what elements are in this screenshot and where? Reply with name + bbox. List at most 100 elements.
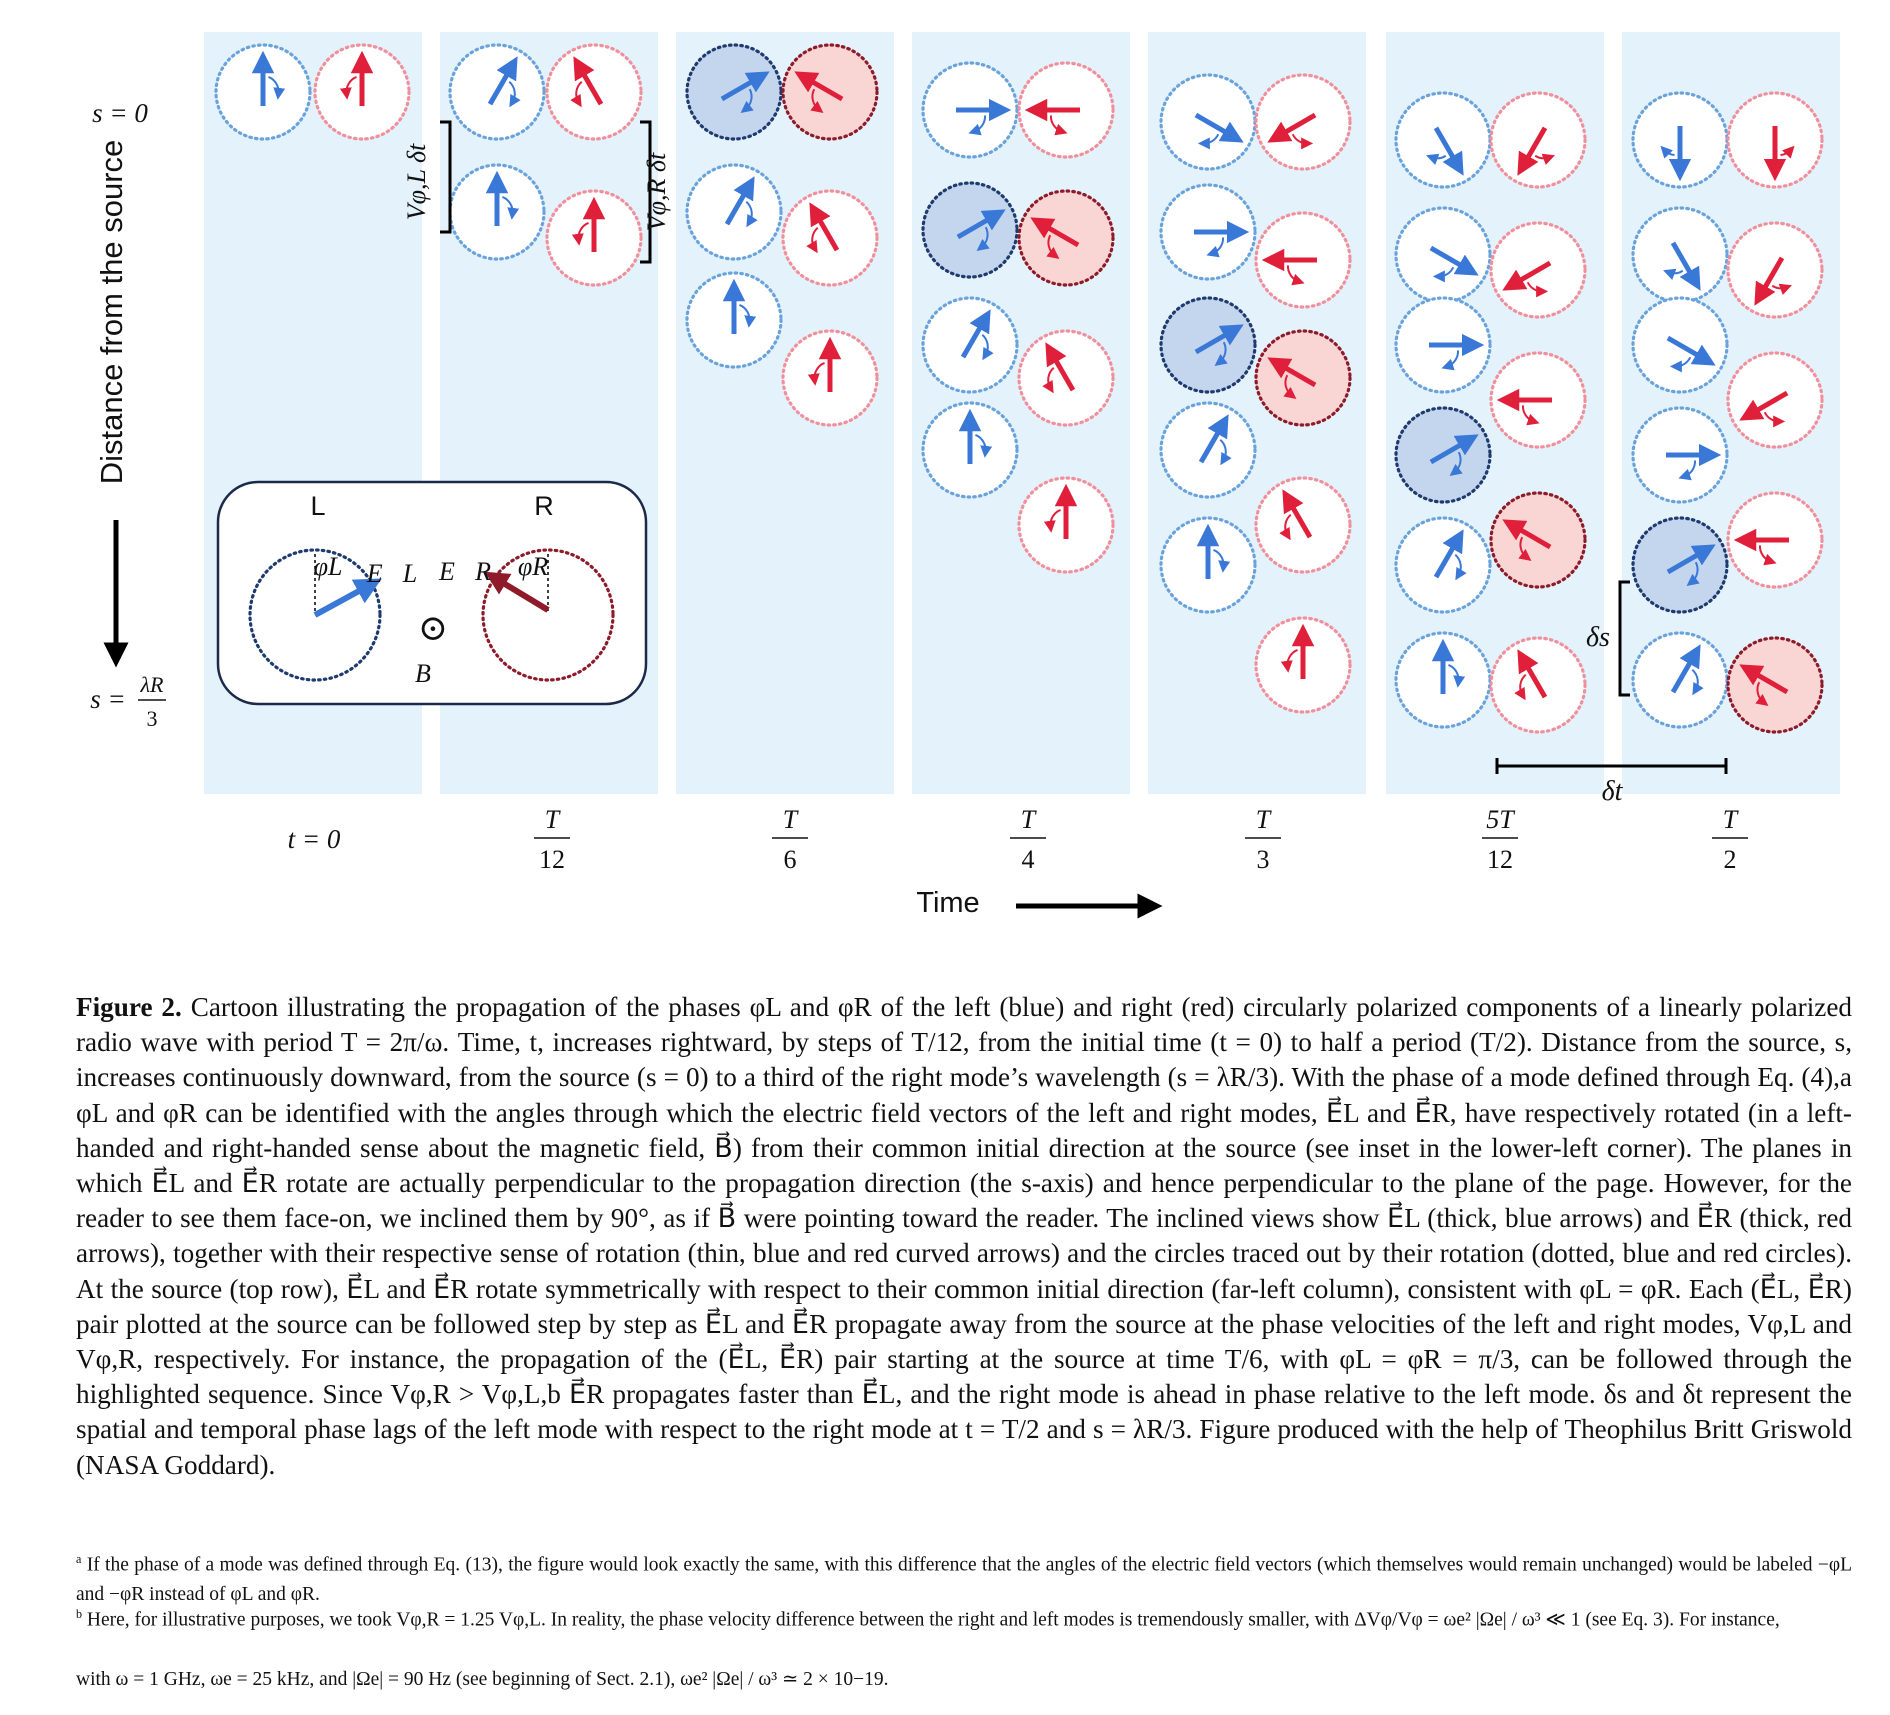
footnote-b-text-2: with ω = 1 GHz, ωe = 25 kHz, and |Ωe| = …: [76, 1669, 889, 1690]
s-bottom-numerator: λR: [140, 672, 165, 697]
right-mode-circle-t3-3: [1017, 476, 1115, 574]
left-mode-circle-t4-2: [1159, 296, 1257, 394]
left-mode-circle-t6-4: [1631, 516, 1729, 614]
right-mode-circle-t5-3: [1489, 491, 1587, 589]
inset-phiR-label: φR: [518, 552, 548, 581]
delta-t-label: δt: [1602, 776, 1624, 807]
time-tick-2-numerator: T: [783, 805, 799, 834]
left-mode-circle-t4-1: [1159, 183, 1257, 281]
right-mode-circle-t6-4: [1726, 636, 1824, 734]
left-mode-circle-t5-1: [1394, 206, 1492, 304]
inset-box: [216, 480, 648, 706]
right-mode-circle-t5-2: [1489, 351, 1587, 449]
time-tick-2-denominator: 6: [784, 845, 797, 874]
left-mode-circle-t3-2: [921, 296, 1019, 394]
left-mode-circle-t5-2: [1394, 296, 1492, 394]
inset-EL-vector: [313, 578, 382, 618]
time-tick-3-denominator: 4: [1022, 845, 1035, 874]
time-tick-3-numerator: T: [1021, 805, 1037, 834]
delta-s-bracket: [1618, 580, 1630, 697]
time-tick-6-numerator: T: [1723, 805, 1739, 834]
left-mode-circle-t4-4: [1159, 516, 1257, 614]
left-mode-circle-t1-0: [448, 43, 546, 141]
inset-left-label: L: [310, 491, 325, 521]
inset-ER-vector: [484, 571, 550, 613]
inset-phiL-label: φL: [314, 552, 343, 581]
time-axis-label: Time: [916, 887, 979, 919]
caption-text: Cartoon illustrating the propagation of …: [76, 992, 1853, 1480]
left-mode-circle-t6-5: [1631, 631, 1729, 729]
left-mode-circle-t4-0: [1159, 73, 1257, 171]
left-mode-circle-t6-2: [1631, 296, 1729, 394]
footnote-b: b Here, for illustrative purposes, we to…: [76, 1600, 1852, 1635]
left-mode-circle-t2-1: [685, 163, 783, 261]
figure-caption: Figure 2. Cartoon illustrating the propa…: [76, 990, 1852, 1483]
left-mode-circle-t6-0: [1631, 91, 1729, 189]
right-mode-circle-t0-0: [313, 43, 411, 141]
left-mode-circle-t0-0: [214, 43, 312, 141]
caption-label: Figure 2.: [76, 992, 182, 1022]
left-mode-circle-t5-5: [1394, 631, 1492, 729]
footnote-a-text: If the phase of a mode was defined throu…: [76, 1554, 1853, 1605]
time-tick-4-denominator: 3: [1257, 845, 1270, 874]
left-mode-circle-t2-2: [685, 271, 783, 369]
right-mode-circle-t3-2: [1017, 329, 1115, 427]
right-mode-circle-t6-3: [1726, 491, 1824, 589]
right-mode-circle-t4-2: [1254, 329, 1352, 427]
time-tick-6-denominator: 2: [1724, 845, 1737, 874]
right-mode-circle-t3-1: [1017, 189, 1115, 287]
footnote-b-mark: b: [76, 1607, 83, 1621]
time-tick-0: t = 0: [288, 824, 341, 854]
right-mode-circle-t3-0: [1017, 61, 1115, 159]
right-mode-circle-t1-1: [545, 189, 643, 287]
figure-diagram: s = 0 Distance from the source s = λR 3 Vφ,L …: [90, 32, 1840, 919]
left-mode-circle-t2-0: [685, 43, 783, 141]
left-mode-circle-t3-3: [921, 401, 1019, 499]
inset-B-out-of-page-symbol: ⊙: [418, 608, 448, 648]
time-tick-4-numerator: T: [1256, 805, 1272, 834]
inset-ER-label: E⃗R: [438, 557, 491, 586]
right-mode-circle-t5-1: [1489, 221, 1587, 319]
left-mode-circle-t3-1: [921, 181, 1019, 279]
right-mode-circle-t5-0: [1489, 91, 1587, 189]
left-mode-circle-t6-1: [1631, 206, 1729, 304]
delta-s-label: δs: [1586, 622, 1610, 653]
right-mode-circle-t4-3: [1254, 476, 1352, 574]
right-mode-circle-t4-4: [1254, 616, 1352, 714]
left-mode-circle-t6-3: [1631, 406, 1729, 504]
footnote-a-mark: a: [76, 1552, 82, 1566]
distance-axis-label: Distance from the source: [94, 140, 129, 485]
inset-right-circle: [481, 548, 615, 682]
delta-t-bar: [1495, 758, 1728, 774]
right-mode-circle-t4-0: [1254, 73, 1352, 171]
right-mode-circle-t2-2: [781, 329, 879, 427]
footnote-a: a If the phase of a mode was defined thr…: [76, 1545, 1852, 1609]
vphiL-label: Vφ,L δt: [402, 143, 431, 220]
inset-EL-label: E⃗L: [366, 559, 418, 588]
left-mode-circle-t4-3: [1159, 401, 1257, 499]
right-mode-circle-t4-1: [1254, 211, 1352, 309]
right-mode-circle-t5-4: [1489, 636, 1587, 734]
time-tick-5-denominator: 12: [1487, 845, 1513, 874]
left-mode-circle-t1-1: [448, 163, 546, 261]
left-mode-circle-t3-0: [921, 61, 1019, 159]
inset-B-label: B⃗: [415, 659, 451, 688]
right-mode-circle-t2-1: [781, 189, 879, 287]
time-tick-1-numerator: T: [545, 805, 561, 834]
left-mode-circle-t5-3: [1394, 406, 1492, 504]
right-mode-circle-t6-1: [1726, 221, 1824, 319]
left-mode-circle-t5-0: [1394, 91, 1492, 189]
vphiR-bracket: [640, 120, 652, 264]
vphiR-label: Vφ,R δt: [642, 152, 671, 231]
vphiL-bracket: [440, 120, 452, 234]
inset-right-label: R: [534, 491, 554, 521]
right-mode-circle-t1-0: [545, 43, 643, 141]
right-mode-circle-t6-2: [1726, 351, 1824, 449]
s-bottom-denominator: 3: [147, 706, 158, 731]
s-bottom-label: s =: [90, 684, 125, 714]
left-mode-circle-t5-4: [1394, 516, 1492, 614]
s-top-label: s = 0: [92, 98, 148, 128]
inset-left-circle: [248, 548, 382, 682]
footnote-b-continued: with ω = 1 GHz, ωe = 25 kHz, and |Ωe| = …: [76, 1665, 1852, 1694]
time-tick-1-denominator: 12: [539, 845, 565, 874]
